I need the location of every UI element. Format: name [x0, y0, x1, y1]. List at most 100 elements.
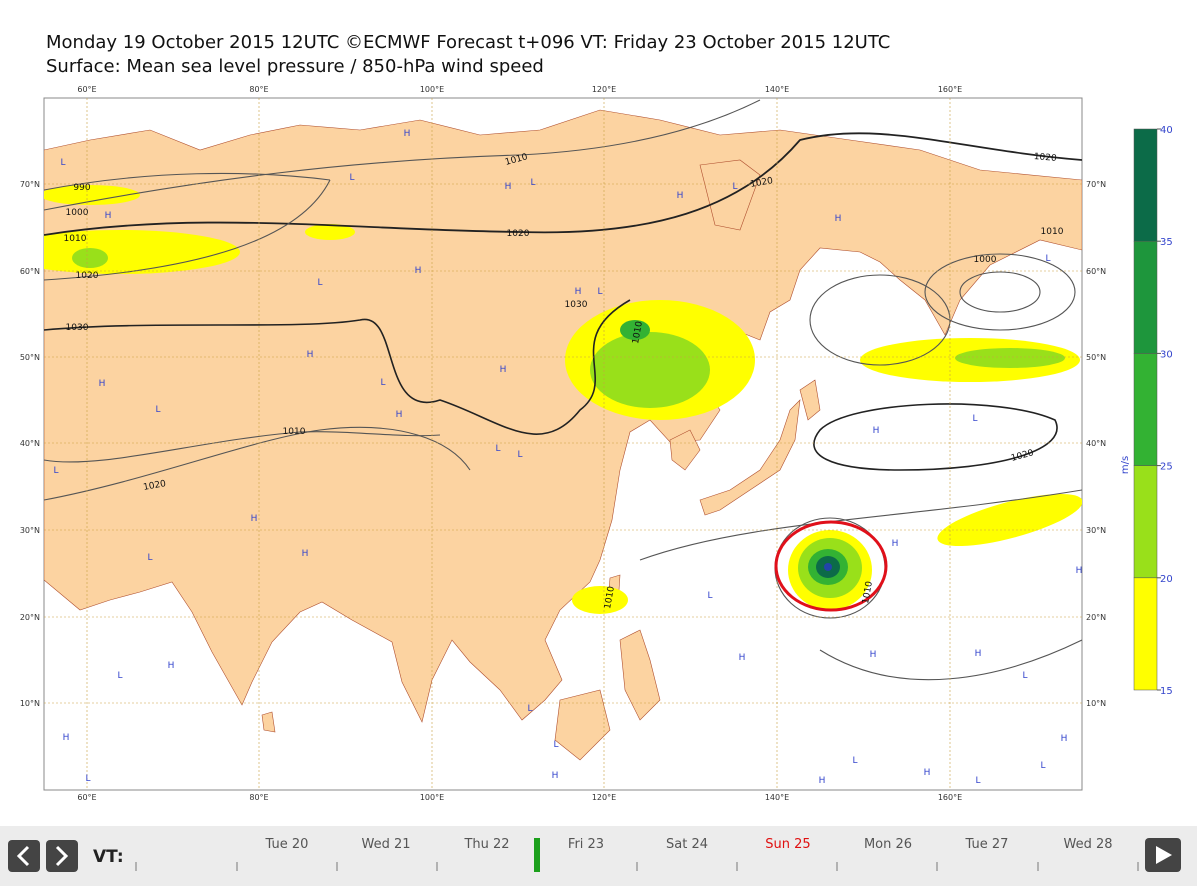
lat-label: 50°N	[1086, 353, 1106, 362]
colorbar-segment	[1133, 465, 1158, 579]
pressure-center: H	[575, 287, 582, 297]
lon-label: 160°E	[938, 793, 962, 802]
pressure-center: H	[892, 539, 899, 549]
pressure-center: L	[495, 444, 500, 454]
pressure-center: H	[819, 776, 826, 786]
colorbar-label: 40	[1160, 125, 1173, 136]
lat-label: 30°N	[1086, 526, 1106, 535]
lat-label: 60°N	[1086, 267, 1106, 276]
pressure-center: H	[1061, 734, 1068, 744]
colorbar-label: 20	[1160, 574, 1173, 585]
day-label[interactable]: Wed 28	[1063, 837, 1112, 852]
day-label[interactable]: Tue 27	[965, 837, 1009, 852]
pressure-center: L	[972, 414, 977, 424]
isobar-label: 1010	[631, 320, 645, 345]
pressure-center: L	[317, 278, 322, 288]
next-button[interactable]	[46, 840, 78, 872]
land	[619, 629, 661, 721]
isobar-label: 1020	[507, 229, 530, 239]
pressure-center: H	[168, 661, 175, 671]
colorbar-label: 25	[1160, 462, 1173, 473]
isobar-label: 990	[73, 183, 90, 193]
colorbar-label: 35	[1160, 237, 1173, 248]
pressure-center: L	[380, 378, 385, 388]
isobar-label: 1030	[66, 323, 89, 333]
pressure-center: L	[517, 450, 522, 460]
lon-label: 120°E	[592, 793, 616, 802]
land	[261, 711, 276, 733]
graticule	[44, 98, 1082, 790]
pressure-center: H	[415, 266, 422, 276]
pressure-center: H	[500, 365, 507, 375]
pressure-center: L	[530, 178, 535, 188]
isobar-label: 1020	[143, 479, 168, 493]
day-label[interactable]: Tue 20	[265, 837, 309, 852]
vt-label: VT:	[93, 847, 124, 867]
colorbar-segment	[1133, 577, 1158, 691]
pressure-center: L	[597, 287, 602, 297]
day-label[interactable]: Thu 22	[463, 837, 509, 852]
isobar-label: 1000	[66, 208, 89, 218]
isobar-label: 1010	[1041, 227, 1064, 237]
pressure-center: H	[835, 214, 842, 224]
highlight-circle	[774, 520, 888, 612]
day-label[interactable]: Mon 26	[864, 837, 912, 852]
lat-label: 20°N	[20, 613, 40, 622]
pressure-center: L	[553, 740, 558, 750]
timeline: VT:	[0, 826, 1197, 886]
lat-label: 40°N	[1086, 439, 1106, 448]
isobar-label: 1010	[283, 427, 306, 437]
pressure-center: H	[1076, 566, 1083, 576]
pressure-center: H	[302, 549, 309, 559]
isobar-label: 1010	[861, 580, 875, 605]
isobar-label: 1030	[565, 300, 588, 310]
pressure-center: L	[975, 776, 980, 786]
pressure-center: H	[63, 733, 70, 743]
lat-label: 10°N	[20, 699, 40, 708]
pressure-center: L	[732, 182, 737, 192]
pressure-center: L	[53, 466, 58, 476]
pressure-center: H	[552, 771, 559, 781]
pressure-center: L	[1040, 761, 1045, 771]
pressure-center: H	[677, 191, 684, 201]
isobar-label: 1020	[76, 271, 99, 281]
pressure-center: H	[99, 379, 106, 389]
pressure-center: H	[873, 426, 880, 436]
pressure-center: H	[404, 129, 411, 139]
colorbar-label: 30	[1160, 349, 1173, 360]
lat-label: 70°N	[1086, 180, 1106, 189]
subtitle: Surface: Mean sea level pressure / 850-h…	[46, 56, 544, 77]
lon-label: 100°E	[420, 85, 444, 94]
pressure-center: L	[1022, 671, 1027, 681]
isobar-label: 1020	[1033, 152, 1057, 164]
pressure-center: H	[870, 650, 877, 660]
pressure-center: H	[251, 514, 258, 524]
colorbar-unit: m/s	[1120, 456, 1131, 474]
land	[554, 689, 611, 761]
lat-label: 20°N	[1086, 613, 1106, 622]
lon-label: 140°E	[765, 85, 789, 94]
lat-label: 30°N	[20, 526, 40, 535]
pressure-center: H	[975, 649, 982, 659]
isobar-label: 1010	[603, 585, 617, 610]
pressure-center: H	[396, 410, 403, 420]
pressure-center: L	[852, 756, 857, 766]
title: Monday 19 October 2015 12UTC ©ECMWF Fore…	[46, 32, 890, 53]
day-label[interactable]: Fri 23	[568, 837, 604, 852]
day-label[interactable]: Sat 24	[666, 837, 708, 852]
pressure-center: L	[1045, 254, 1050, 264]
day-label[interactable]: Sun 25	[765, 837, 810, 852]
isobar-label: 1010	[64, 234, 87, 244]
day-label[interactable]: Wed 21	[361, 837, 410, 852]
lon-label: 80°E	[249, 793, 268, 802]
lat-label: 50°N	[20, 353, 40, 362]
pressure-center: H	[739, 653, 746, 663]
prev-button[interactable]	[8, 840, 40, 872]
map	[43, 97, 1083, 791]
lat-label: 10°N	[1086, 699, 1106, 708]
lat-label: 60°N	[20, 267, 40, 276]
pressure-center: H	[924, 768, 931, 778]
timeline-bar	[0, 826, 1197, 886]
land	[799, 379, 821, 421]
